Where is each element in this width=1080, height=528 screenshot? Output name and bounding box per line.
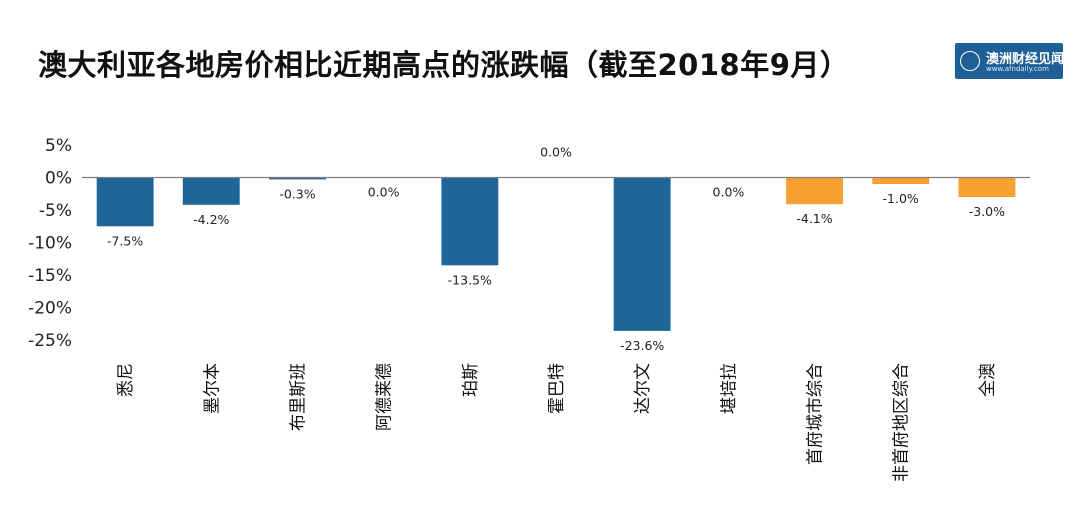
bar — [613, 177, 671, 331]
data-label: -13.5% — [448, 272, 492, 287]
category-label: 非首府地区综合 — [892, 363, 912, 482]
brand-logo: 澳洲财经见闻 www.afndaily.com — [955, 43, 1065, 79]
bar — [872, 177, 930, 184]
bar — [958, 177, 1016, 197]
y-tick-label: 5% — [45, 136, 72, 156]
category-label: 阿德莱德 — [375, 363, 395, 431]
data-label: 0.0% — [540, 145, 572, 160]
category-label: 达尔文 — [633, 363, 653, 414]
y-tick-label: -25% — [28, 331, 72, 351]
category-labels: 悉尼 墨尔本 布里斯班 阿德莱德 珀斯 霍巴特 达尔文 堪培拉 首府城市综合 非首府地区综合 全澳 — [116, 363, 998, 482]
data-label: -3.0% — [969, 204, 1005, 219]
category-label: 布里斯班 — [289, 363, 309, 431]
category-label: 全澳 — [978, 363, 998, 397]
bars — [96, 177, 1016, 331]
logo-name: 澳洲财经见闻 — [986, 52, 1065, 67]
bar — [182, 177, 240, 205]
y-axis-ticks: 5% 0% -5% -10% -15% -20% -25% — [28, 136, 72, 351]
chart-title: 澳大利亚各地房价相比近期高点的涨跌幅（截至2018年9月） — [38, 48, 850, 82]
data-label: -4.1% — [796, 211, 832, 226]
logo-seal-icon — [960, 51, 980, 71]
category-label: 首府城市综合 — [806, 363, 826, 465]
bar — [441, 177, 499, 266]
logo-url: www.afndaily.com — [986, 65, 1049, 73]
y-tick-label: -20% — [28, 299, 72, 319]
y-tick-label: -10% — [28, 234, 72, 254]
data-label: -1.0% — [883, 191, 919, 206]
category-label: 霍巴特 — [547, 363, 567, 414]
category-label: 悉尼 — [116, 363, 136, 397]
category-label: 堪培拉 — [719, 363, 739, 414]
y-tick-label: -5% — [39, 201, 72, 221]
data-label: -23.6% — [620, 338, 664, 353]
y-tick-label: -15% — [28, 266, 72, 286]
data-label: 0.0% — [368, 185, 400, 200]
bar — [96, 177, 154, 227]
data-label: -0.3% — [279, 186, 315, 201]
data-labels: -7.5% -4.2% -0.3% 0.0% -13.5% 0.0% -23.6% 0.0% -… — [107, 145, 1005, 353]
category-label: 珀斯 — [461, 363, 481, 397]
bar — [269, 177, 326, 180]
data-label: 0.0% — [713, 185, 745, 200]
data-label: -4.2% — [193, 212, 229, 227]
bar — [786, 177, 843, 205]
category-label: 墨尔本 — [202, 363, 222, 414]
data-label: -7.5% — [107, 233, 143, 248]
y-tick-label: 0% — [45, 169, 72, 189]
